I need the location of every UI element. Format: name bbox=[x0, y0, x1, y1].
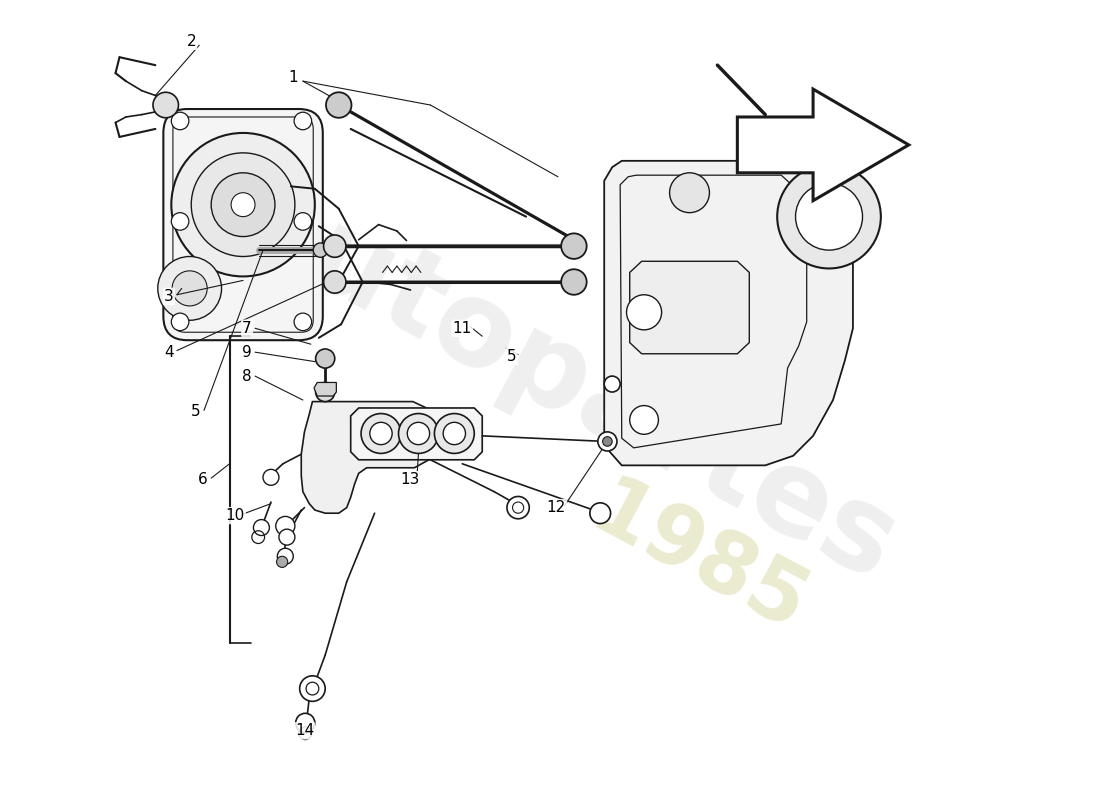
Circle shape bbox=[323, 235, 345, 258]
Text: 14: 14 bbox=[295, 723, 315, 738]
Circle shape bbox=[172, 271, 207, 306]
Text: 1: 1 bbox=[288, 70, 298, 85]
Circle shape bbox=[316, 349, 334, 368]
Circle shape bbox=[326, 92, 352, 118]
Circle shape bbox=[231, 193, 255, 217]
Text: 5: 5 bbox=[507, 349, 517, 364]
Polygon shape bbox=[629, 262, 749, 354]
Text: 4: 4 bbox=[164, 345, 174, 360]
Polygon shape bbox=[737, 89, 909, 201]
Circle shape bbox=[172, 213, 189, 230]
Circle shape bbox=[172, 133, 315, 277]
Circle shape bbox=[316, 382, 334, 402]
Circle shape bbox=[172, 313, 189, 330]
Circle shape bbox=[561, 234, 586, 259]
Circle shape bbox=[211, 173, 275, 237]
Circle shape bbox=[443, 422, 465, 445]
Text: 7: 7 bbox=[242, 321, 252, 336]
Text: 1985: 1985 bbox=[578, 469, 821, 650]
Circle shape bbox=[603, 437, 613, 446]
Circle shape bbox=[253, 519, 270, 535]
Circle shape bbox=[604, 376, 620, 392]
Polygon shape bbox=[301, 402, 434, 514]
Text: 2: 2 bbox=[186, 34, 196, 49]
Circle shape bbox=[314, 243, 328, 258]
Circle shape bbox=[507, 497, 529, 518]
FancyBboxPatch shape bbox=[163, 109, 322, 340]
Circle shape bbox=[361, 414, 400, 454]
Polygon shape bbox=[314, 382, 337, 396]
Circle shape bbox=[434, 414, 474, 454]
Circle shape bbox=[153, 92, 178, 118]
Circle shape bbox=[299, 676, 326, 702]
Circle shape bbox=[407, 422, 430, 445]
Circle shape bbox=[323, 271, 345, 293]
Circle shape bbox=[294, 313, 311, 330]
Circle shape bbox=[279, 529, 295, 545]
Circle shape bbox=[670, 173, 710, 213]
Circle shape bbox=[627, 294, 661, 330]
Circle shape bbox=[795, 183, 862, 250]
Text: 5: 5 bbox=[191, 405, 201, 419]
Circle shape bbox=[276, 556, 288, 567]
Circle shape bbox=[296, 714, 315, 733]
Circle shape bbox=[263, 470, 279, 486]
Circle shape bbox=[276, 516, 295, 535]
Text: 12: 12 bbox=[547, 500, 567, 515]
Circle shape bbox=[294, 213, 311, 230]
Circle shape bbox=[191, 153, 295, 257]
Text: 8: 8 bbox=[242, 369, 252, 383]
Circle shape bbox=[398, 414, 439, 454]
Text: 3: 3 bbox=[164, 289, 174, 304]
Polygon shape bbox=[604, 161, 852, 466]
Circle shape bbox=[778, 165, 881, 269]
Circle shape bbox=[294, 112, 311, 130]
Text: 9: 9 bbox=[242, 345, 252, 360]
Circle shape bbox=[277, 548, 294, 564]
Text: autopartes: autopartes bbox=[218, 162, 916, 606]
Text: 10: 10 bbox=[226, 508, 244, 523]
Text: 13: 13 bbox=[400, 472, 420, 487]
Circle shape bbox=[629, 406, 659, 434]
Polygon shape bbox=[351, 408, 482, 460]
Circle shape bbox=[590, 503, 610, 523]
Text: 6: 6 bbox=[198, 472, 208, 487]
Circle shape bbox=[597, 432, 617, 451]
Circle shape bbox=[157, 257, 221, 320]
Text: 11: 11 bbox=[453, 321, 472, 336]
Circle shape bbox=[561, 270, 586, 294]
Circle shape bbox=[370, 422, 392, 445]
Circle shape bbox=[172, 112, 189, 130]
